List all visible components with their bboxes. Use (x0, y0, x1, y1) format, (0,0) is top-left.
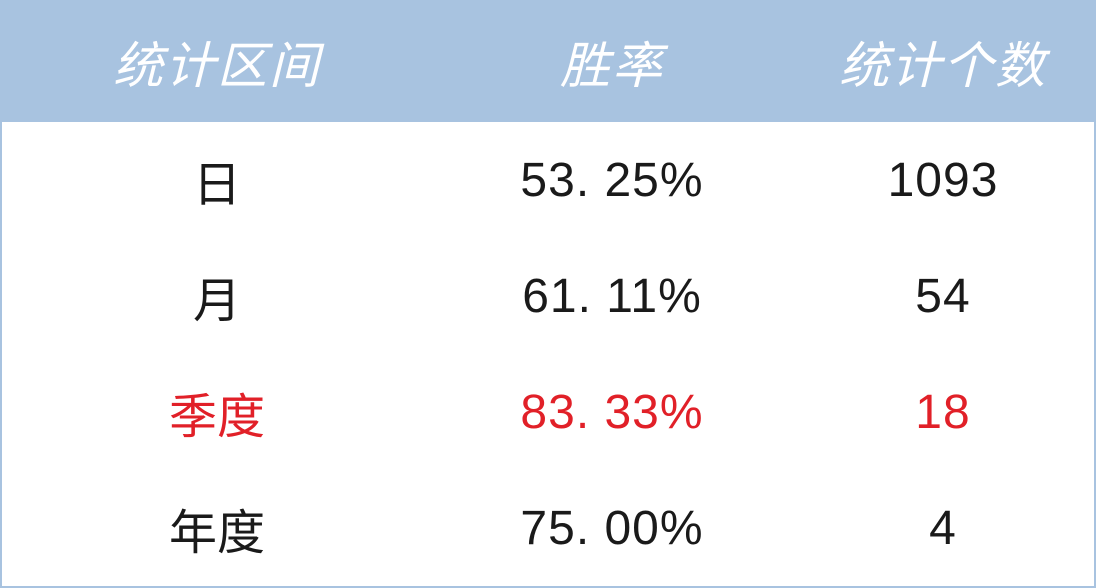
table-header-row: 统计区间 胜率 统计个数 (2, 2, 1094, 122)
cell-count: 54 (792, 269, 1094, 324)
table-row: 季度 83. 33% 18 (2, 354, 1094, 470)
header-cell-period: 统计区间 (2, 26, 432, 98)
cell-period: 年度 (2, 493, 432, 563)
cell-winrate: 75. 00% (432, 501, 792, 556)
table-body: 日 53. 25% 1093 月 61. 11% 54 季度 83. 33% 1… (2, 122, 1094, 586)
cell-count: 4 (792, 501, 1094, 556)
cell-winrate: 61. 11% (432, 269, 792, 324)
table-row: 年度 75. 00% 4 (2, 470, 1094, 586)
cell-period: 月 (2, 261, 432, 331)
cell-period: 日 (2, 145, 432, 215)
cell-period: 季度 (2, 377, 432, 447)
cell-count: 18 (792, 385, 1094, 440)
cell-winrate: 83. 33% (432, 385, 792, 440)
table-row: 月 61. 11% 54 (2, 238, 1094, 354)
cell-winrate: 53. 25% (432, 153, 792, 208)
header-cell-count: 统计个数 (792, 26, 1094, 98)
cell-count: 1093 (792, 153, 1094, 208)
table-row: 日 53. 25% 1093 (2, 122, 1094, 238)
header-cell-winrate: 胜率 (432, 26, 792, 98)
stats-table: 统计区间 胜率 统计个数 日 53. 25% 1093 月 61. 11% 54… (0, 0, 1096, 588)
